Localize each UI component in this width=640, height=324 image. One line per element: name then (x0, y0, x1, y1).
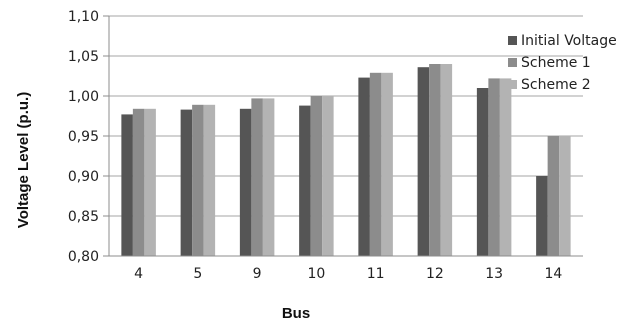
x-tick-label: 9 (253, 266, 262, 282)
legend-label: Initial Voltage (521, 33, 617, 49)
y-tick-label: 0,90 (68, 169, 99, 185)
x-tick-label: 10 (307, 266, 325, 282)
bar-scheme-2-bus-14 (559, 136, 571, 256)
y-tick-label: 0,80 (68, 249, 99, 265)
bar-scheme-2-bus-4 (144, 108, 156, 256)
y-tick-label: 0,85 (68, 209, 99, 225)
bars (121, 64, 571, 257)
bar-scheme-1-bus-5 (192, 104, 204, 256)
bar-scheme-2-bus-13 (499, 78, 512, 257)
legend-swatch (508, 36, 517, 45)
bar-scheme-1-bus-4 (132, 108, 145, 256)
x-tick-label: 13 (485, 266, 503, 282)
x-tick-label: 14 (544, 266, 562, 282)
bar-initial-voltage-bus-4 (121, 114, 133, 257)
legend-swatch (508, 58, 517, 67)
bar-scheme-1-bus-11 (369, 72, 382, 256)
legend-swatch (508, 80, 517, 89)
legend: Initial Voltage Scheme 1 Scheme 2 (508, 33, 617, 93)
bar-scheme-2-bus-10 (322, 96, 334, 256)
bar-scheme-2-bus-12 (440, 64, 453, 256)
bar-initial-voltage-bus-11 (358, 77, 370, 256)
x-tick-label: 12 (426, 266, 444, 282)
bar-scheme-1-bus-9 (251, 98, 263, 257)
gridlines (109, 15, 583, 257)
bar-scheme-2-bus-5 (203, 104, 216, 256)
bar-initial-voltage-bus-5 (180, 109, 193, 256)
y-axis-title: Voltage Level (p.u.) (15, 92, 32, 228)
y-tick-label: 1,10 (68, 9, 99, 25)
bar-scheme-1-bus-14 (547, 136, 560, 256)
x-tick-label: 5 (193, 266, 202, 282)
y-tick-label: 1,00 (68, 89, 99, 105)
x-axis-title: Bus (282, 305, 310, 322)
bar-initial-voltage-bus-14 (536, 176, 548, 256)
bar-scheme-2-bus-11 (381, 72, 393, 256)
legend-label: Scheme 1 (521, 55, 591, 71)
x-tick-label: 4 (134, 266, 143, 282)
bar-initial-voltage-bus-13 (476, 88, 489, 256)
bar-initial-voltage-bus-10 (299, 105, 311, 256)
bar-scheme-2-bus-9 (262, 98, 275, 257)
bar-scheme-1-bus-13 (488, 78, 500, 257)
bar-scheme-1-bus-12 (429, 64, 441, 256)
legend-label: Scheme 2 (521, 77, 591, 93)
axes: 0,80 0,85 0,90 0,95 1,00 1,05 1,10 4 5 9 10 11 12 13 1… (68, 9, 583, 282)
bar-initial-voltage-bus-9 (239, 108, 252, 256)
x-tick-label: 11 (367, 266, 385, 282)
y-tick-label: 0,95 (68, 129, 99, 145)
bar-scheme-1-bus-10 (310, 96, 323, 256)
y-tick-label: 1,05 (68, 49, 99, 65)
bar-initial-voltage-bus-12 (417, 67, 430, 256)
